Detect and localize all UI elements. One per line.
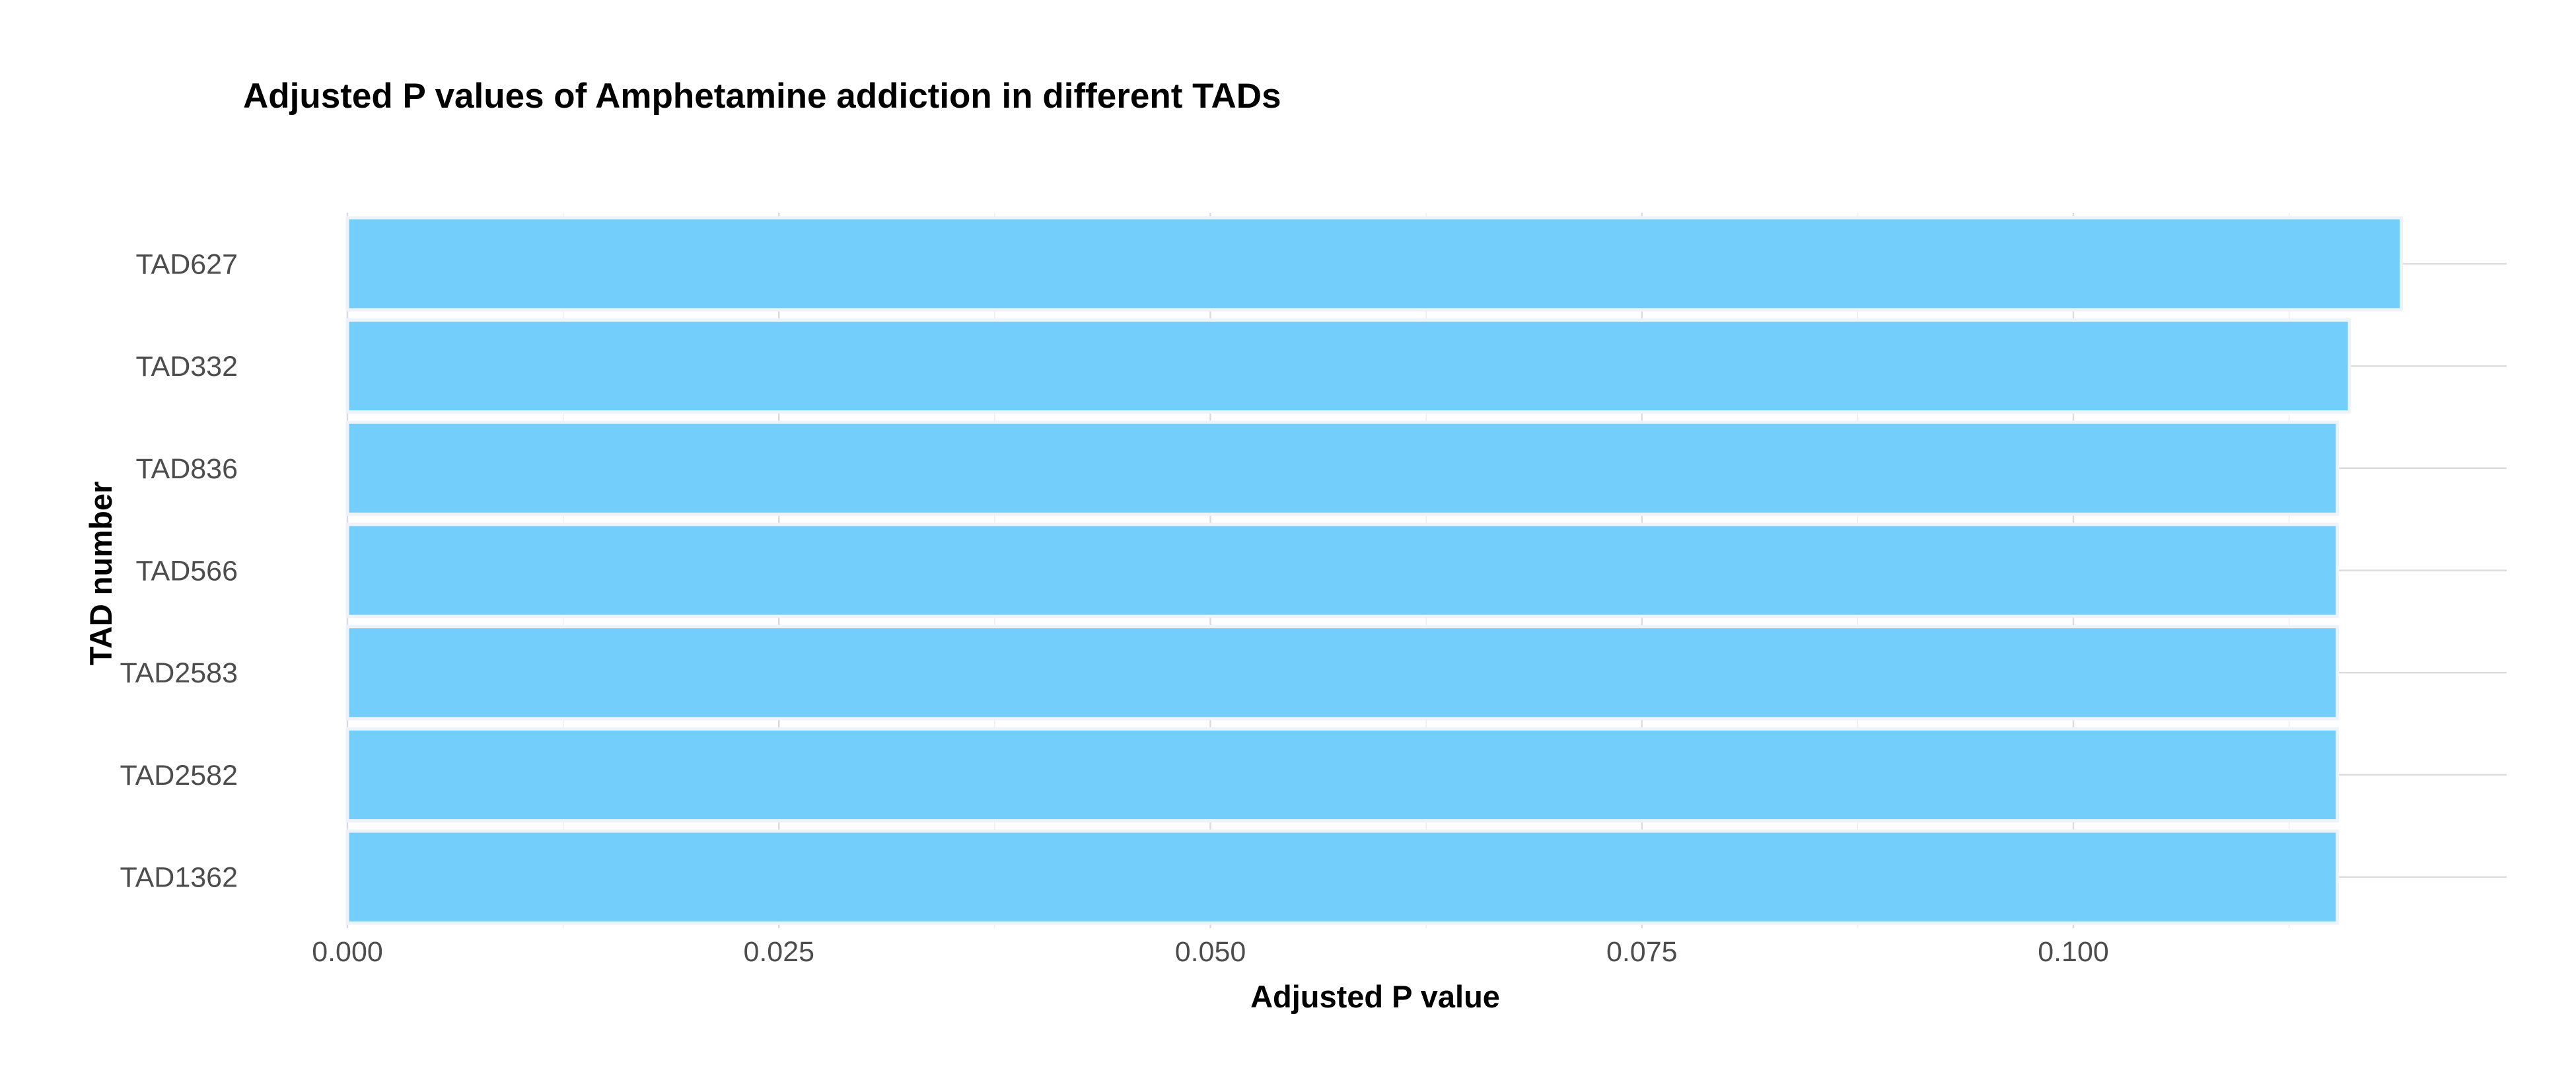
- x-axis-title: Adjusted P value: [1250, 979, 1500, 1014]
- y-tick-label: TAD2582: [120, 760, 238, 791]
- x-tick-label: 0.050: [1175, 936, 1246, 968]
- y-tick-label: TAD836: [135, 453, 238, 485]
- bar-tad2582: [345, 727, 2340, 823]
- y-tick-label: TAD627: [135, 248, 238, 280]
- y-tick-label: TAD332: [135, 351, 238, 382]
- x-tick-label: 0.000: [312, 936, 383, 968]
- y-tick-label: TAD566: [135, 556, 238, 587]
- y-tick-label: TAD2583: [120, 657, 238, 689]
- y-tick-labels: TAD627 TAD332 TAD836 TAD566 TAD2583 TAD2582 TA…: [120, 248, 238, 893]
- bar-tad566: [345, 523, 2340, 618]
- chart-title: Adjusted P values of Amphetamine addicti…: [243, 77, 1281, 116]
- x-tick-label: 0.025: [743, 936, 814, 968]
- y-tick-label: TAD1362: [120, 862, 238, 894]
- bar-tad2583: [345, 625, 2340, 721]
- x-tick-labels: 0.000 0.025 0.050 0.075 0.100: [312, 936, 2109, 968]
- bar-tad332: [345, 318, 2351, 414]
- bars: [345, 216, 2403, 925]
- y-axis-title: TAD number: [83, 482, 118, 666]
- x-tick-label: 0.100: [2038, 936, 2109, 968]
- bar-tad1362: [345, 829, 2340, 925]
- bar-tad836: [345, 420, 2340, 516]
- x-tick-label: 0.075: [1606, 936, 1678, 968]
- bar-tad627: [345, 216, 2403, 312]
